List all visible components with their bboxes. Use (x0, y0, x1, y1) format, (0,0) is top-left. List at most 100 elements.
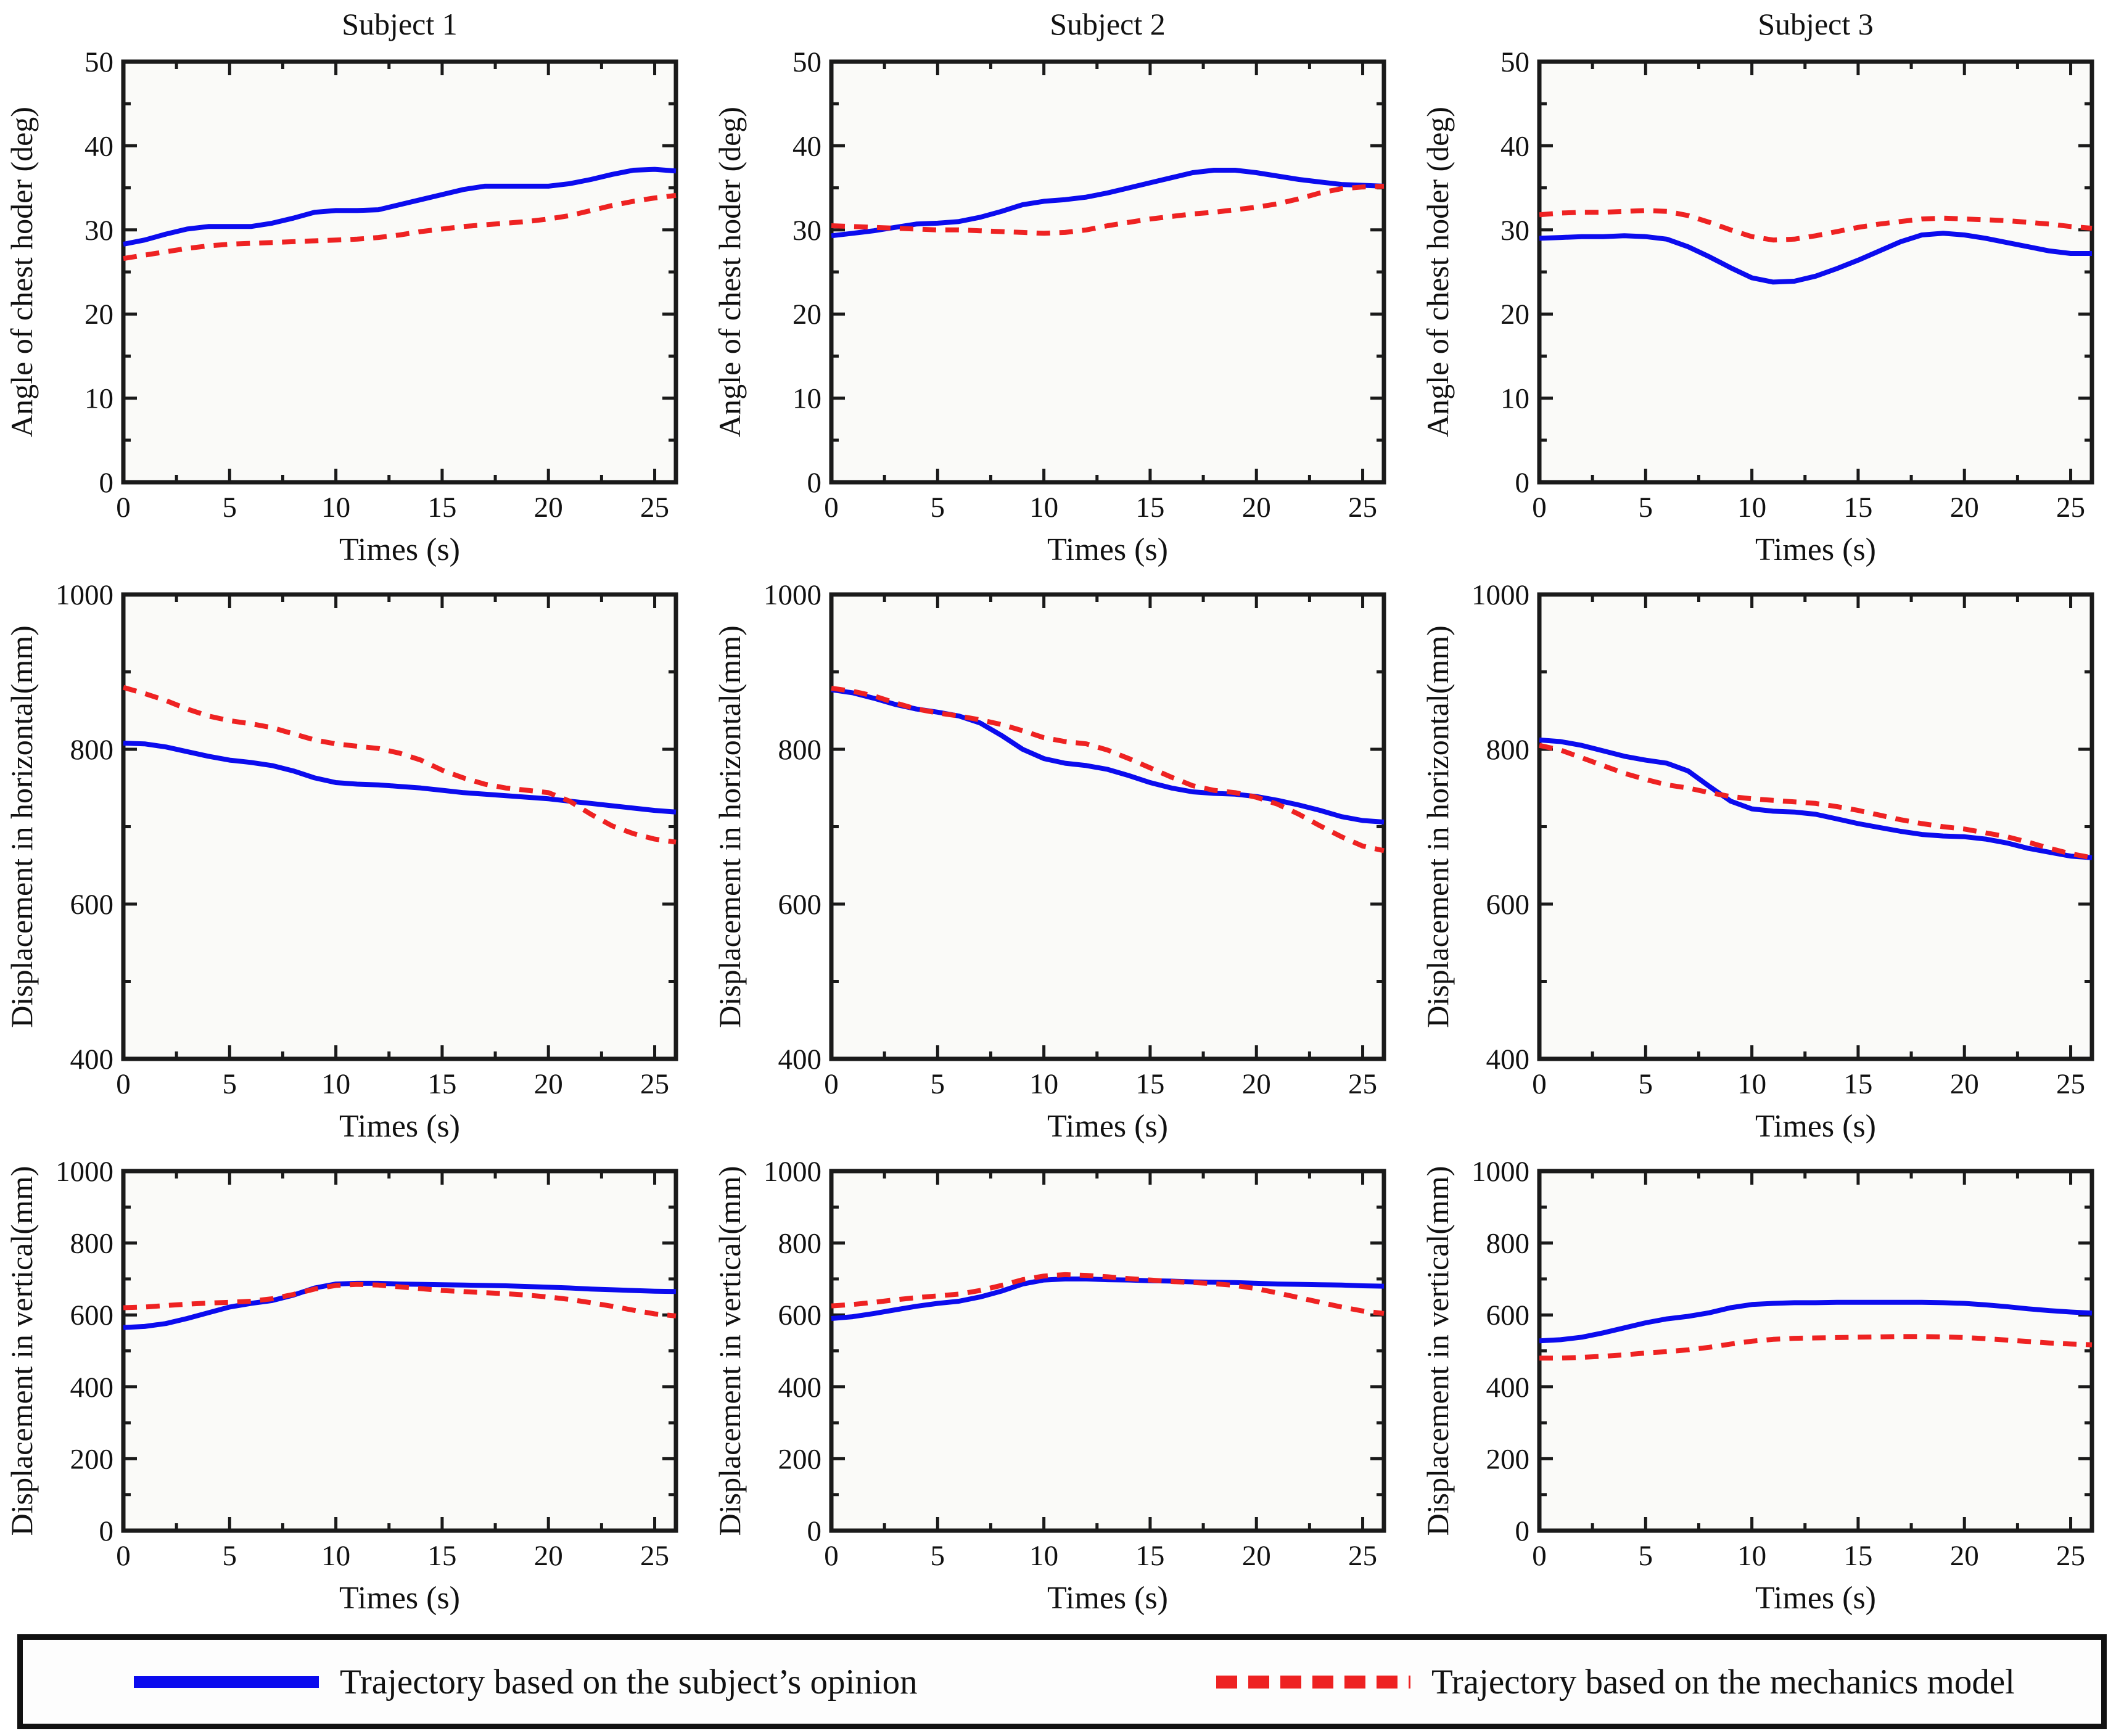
y-axis-label: Angle of chest hoder (deg) (4, 107, 39, 437)
x-tick-label: 15 (1843, 1068, 1872, 1100)
series-line-mechanics-model (123, 1281, 677, 1318)
y-tick-label: 200 (70, 1443, 114, 1475)
x-tick-label: 20 (1242, 1068, 1271, 1100)
x-tick-label: 25 (640, 1540, 669, 1572)
series-line-mechanics-model (123, 192, 677, 261)
chart-subject2-horizontal-displacement: 0 5 10 15 20 25 400 600 800 1000 Times (s) Displace… (712, 580, 1386, 1144)
y-tick-label: 1000 (56, 580, 113, 611)
series-line-mechanics-model (1539, 208, 2093, 243)
series-line-subject-opinion (123, 167, 677, 247)
y-tick-label: 1000 (764, 1156, 821, 1188)
y-tick-label: 0 (1515, 1515, 1530, 1547)
y-tick-label: 50 (1500, 46, 1529, 78)
x-tick-label: 25 (2056, 492, 2085, 524)
x-tick-label: 0 (116, 1540, 131, 1572)
x-tick-label: 0 (1532, 492, 1547, 524)
x-tick-label: 25 (1348, 1540, 1377, 1572)
chart-subject3-angle: 0 5 10 15 20 25 0 10 20 30 40 50 Subject 3 Times (s) A… (1420, 7, 2094, 567)
y-tick-label: 20 (792, 298, 821, 331)
y-tick-label: 800 (778, 734, 822, 766)
x-tick-label: 20 (1242, 492, 1271, 524)
legend: Trajectory based on the subject’s opinio… (17, 1634, 2107, 1729)
x-tick-label: 25 (2056, 1540, 2085, 1572)
plot-background (1539, 1171, 2092, 1531)
x-tick-label: 15 (427, 1540, 456, 1572)
x-tick-label: 25 (640, 492, 669, 524)
x-tick-label: 5 (931, 492, 945, 524)
x-axis-label: Times (s) (1755, 1581, 1876, 1616)
x-tick-label: 0 (824, 492, 839, 524)
x-tick-label: 15 (427, 1068, 456, 1100)
chart-title: Subject 3 (1758, 7, 1873, 41)
y-tick-label: 1000 (764, 580, 821, 611)
dashed-line-swatch-icon (1216, 1675, 1410, 1689)
y-tick-label: 0 (1515, 467, 1530, 499)
x-tick-label: 5 (931, 1068, 945, 1100)
legend-item-mechanics-model: Trajectory based on the mechanics model (1216, 1664, 2015, 1700)
x-tick-label: 25 (1348, 492, 1377, 524)
x-tick-label: 10 (321, 492, 350, 524)
series-line-mechanics-model (831, 685, 1385, 854)
y-axis-label: Displacement in horizontal(mm) (4, 625, 39, 1028)
y-tick-label: 800 (778, 1228, 822, 1260)
series-line-subject-opinion (123, 1280, 677, 1330)
plot-background (1539, 62, 2092, 482)
y-tick-label: 800 (70, 1228, 114, 1260)
y-tick-label: 600 (778, 889, 822, 921)
y-tick-label: 20 (1500, 298, 1529, 331)
x-tick-label: 5 (223, 1068, 237, 1100)
y-tick-label: 1000 (56, 1156, 113, 1188)
y-tick-label: 40 (1500, 130, 1529, 162)
y-tick-label: 600 (1486, 1299, 1530, 1331)
y-tick-label: 1000 (1472, 580, 1529, 611)
y-tick-label: 400 (70, 1372, 114, 1404)
series-line-subject-opinion (831, 168, 1385, 239)
y-tick-label: 40 (792, 130, 821, 162)
y-axis-label: Angle of chest hoder (deg) (712, 107, 747, 437)
x-tick-label: 0 (116, 1068, 131, 1100)
y-tick-label: 20 (84, 298, 113, 331)
y-tick-label: 0 (99, 1515, 114, 1547)
y-tick-label: 400 (70, 1043, 114, 1076)
x-tick-label: 10 (321, 1540, 350, 1572)
y-axis-label: Displacement in horizontal(mm) (712, 625, 747, 1028)
series-line-mechanics-model (831, 183, 1385, 236)
x-tick-label: 0 (824, 1540, 839, 1572)
y-tick-label: 50 (792, 46, 821, 78)
x-axis-label: Times (s) (1047, 1581, 1168, 1616)
y-tick-label: 600 (70, 1299, 114, 1331)
y-tick-label: 0 (807, 467, 822, 499)
series-line-mechanics-model (1539, 743, 2093, 860)
y-tick-label: 0 (99, 467, 114, 499)
y-tick-label: 10 (84, 383, 113, 415)
y-tick-label: 50 (84, 46, 113, 78)
x-tick-label: 20 (534, 1068, 563, 1100)
x-tick-label: 20 (1242, 1540, 1271, 1572)
x-axis-label: Times (s) (339, 1109, 460, 1144)
x-tick-label: 10 (1029, 492, 1058, 524)
plot-background (123, 1171, 676, 1531)
plot-frame (829, 1169, 1386, 1533)
y-tick-label: 400 (778, 1043, 822, 1076)
y-tick-label: 30 (84, 215, 113, 247)
x-tick-label: 5 (223, 1540, 237, 1572)
y-axis-label: Displacement in vertical(mm) (712, 1166, 747, 1536)
legend-label-mechanics-model: Trajectory based on the mechanics model (1431, 1662, 2015, 1701)
x-axis-label: Times (s) (1047, 532, 1168, 567)
y-tick-label: 600 (1486, 889, 1530, 921)
x-tick-label: 15 (1135, 492, 1164, 524)
series-line-subject-opinion (123, 741, 677, 815)
x-tick-label: 0 (1532, 1068, 1547, 1100)
x-tick-label: 10 (1737, 1068, 1766, 1100)
x-tick-label: 10 (1029, 1068, 1058, 1100)
x-tick-label: 0 (824, 1068, 839, 1100)
series-line-mechanics-model (831, 1272, 1385, 1316)
y-axis-label: Displacement in vertical(mm) (4, 1166, 39, 1536)
y-tick-label: 0 (807, 1515, 822, 1547)
chart-title: Subject 1 (342, 7, 457, 41)
series-line-subject-opinion (1539, 1299, 2093, 1344)
x-tick-label: 15 (1843, 1540, 1872, 1572)
x-tick-label: 20 (1950, 1540, 1979, 1572)
series-line-subject-opinion (1539, 737, 2093, 860)
x-tick-label: 5 (1639, 1540, 1653, 1572)
